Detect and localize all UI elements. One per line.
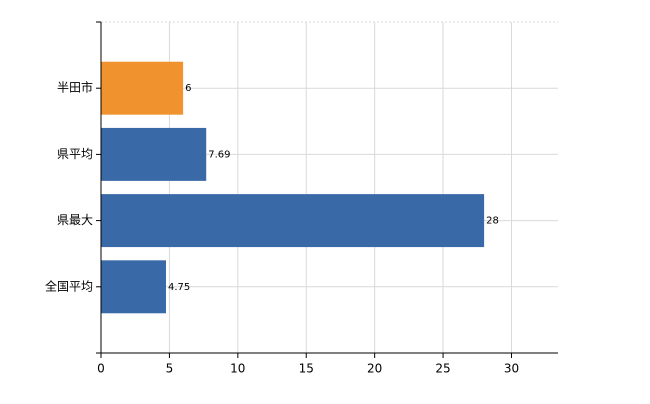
y-tick-label: 県最大 — [57, 213, 93, 227]
data-label: 6 — [185, 83, 191, 94]
data-label: 28 — [486, 216, 499, 227]
x-tick-label: 15 — [299, 362, 314, 376]
y-tick-label: 全国平均 — [45, 278, 93, 293]
bar — [101, 260, 166, 314]
bar — [101, 194, 485, 248]
bar — [101, 61, 184, 115]
x-tick-label: 10 — [230, 362, 245, 376]
data-label: 7.69 — [208, 149, 230, 160]
x-tick-label: 20 — [367, 362, 382, 376]
bar — [101, 127, 207, 181]
x-tick-label: 30 — [504, 362, 519, 376]
y-tick-label: 半田市 — [57, 80, 93, 95]
data-label: 4.75 — [168, 282, 190, 293]
x-tick-label: 25 — [435, 362, 450, 376]
x-tick-label: 0 — [97, 362, 105, 376]
x-tick-label: 5 — [166, 362, 174, 376]
y-tick-label: 県平均 — [57, 147, 93, 161]
